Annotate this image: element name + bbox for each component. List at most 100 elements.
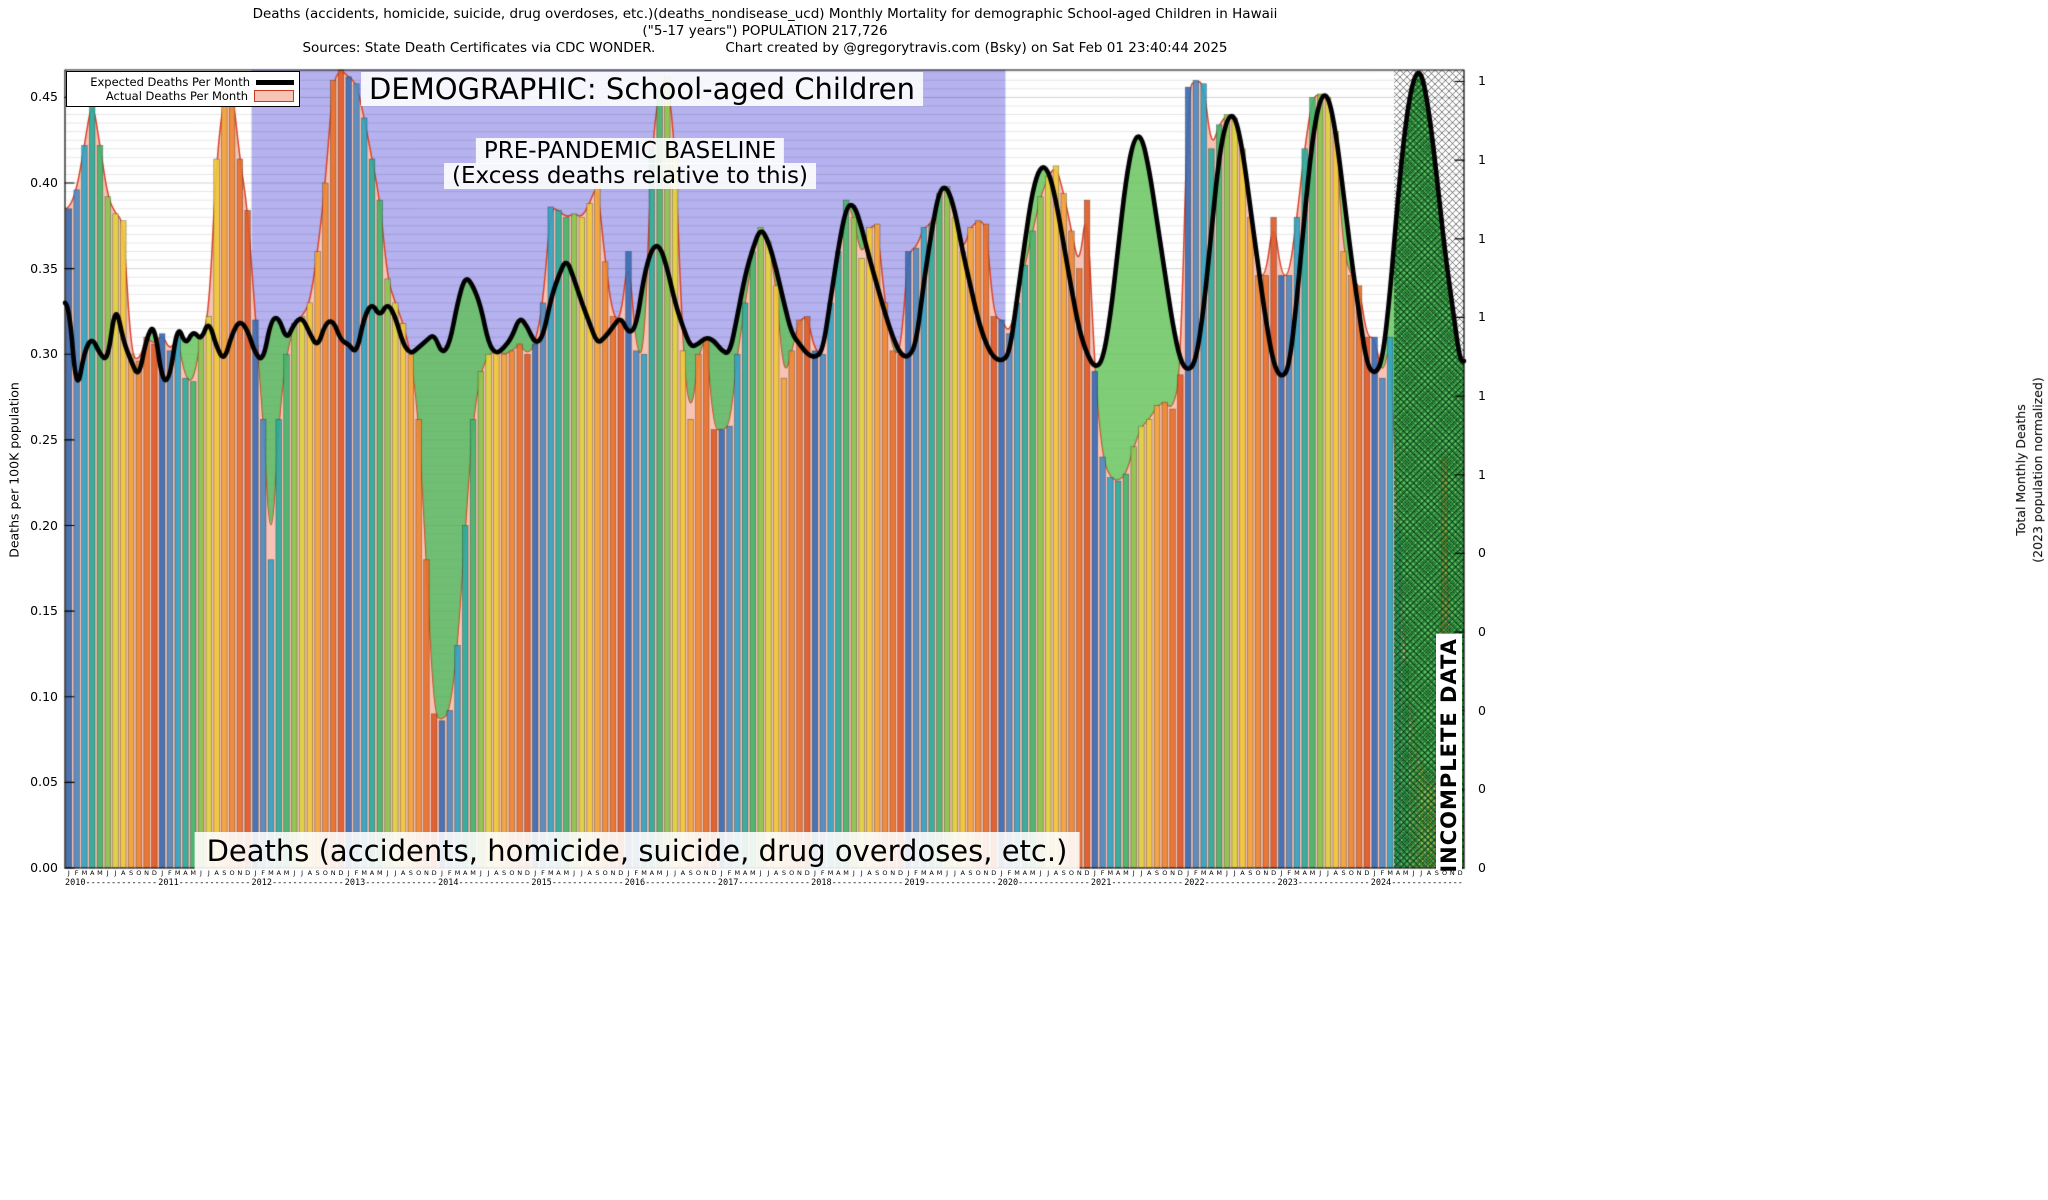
month-tick-label: S bbox=[222, 869, 227, 877]
month-tick-label: M bbox=[734, 869, 741, 877]
month-tick-label: O bbox=[1068, 869, 1075, 877]
month-tick-label: O bbox=[882, 869, 888, 877]
month-tick-label: M bbox=[656, 869, 663, 877]
month-tick-label: S bbox=[1248, 869, 1253, 877]
month-tick-label: S bbox=[502, 869, 507, 877]
month-tick-label: F bbox=[634, 869, 639, 877]
month-tick-label: A bbox=[89, 869, 95, 877]
month-tick-label: J bbox=[1140, 869, 1143, 877]
year-tick-label: 2018-------------------------- bbox=[811, 878, 904, 888]
month-tick-label: J bbox=[1132, 869, 1135, 877]
month-tick-label: D bbox=[1271, 869, 1277, 877]
year-tick-label: 2024-------------------------- bbox=[1370, 878, 1464, 888]
y2-tick-label: 1 bbox=[1478, 309, 1486, 325]
year-tick-label: 2010-------------------------- bbox=[65, 878, 158, 888]
month-tick-label: A bbox=[1395, 869, 1401, 877]
right-axis-title: Total Monthly Deaths (2023 population no… bbox=[2013, 377, 2047, 563]
y-tick-label: 0.25 bbox=[30, 431, 58, 447]
year-tick-label: 2012-------------------------- bbox=[251, 878, 345, 888]
month-tick-label: D bbox=[431, 869, 437, 877]
actual-fill-swatch-icon bbox=[254, 90, 294, 102]
y2-tick-label: 1 bbox=[1478, 230, 1486, 246]
month-tick-label: M bbox=[641, 869, 647, 877]
month-tick-label: J bbox=[767, 869, 770, 877]
month-tick-label: J bbox=[1327, 869, 1329, 877]
bottom-cause-label: Deaths (accidents, homicide, suicide, dr… bbox=[194, 832, 1080, 870]
y2-tick-label: 1 bbox=[1478, 152, 1486, 168]
legend: Expected Deaths Per Month Actual Deaths … bbox=[66, 71, 300, 107]
legend-row-expected: Expected Deaths Per Month bbox=[72, 75, 294, 89]
chart-credit-text: Chart created by @gregorytravis.com (Bsk… bbox=[725, 40, 1228, 56]
month-tick-label: A bbox=[587, 869, 592, 877]
month-tick-label: M bbox=[1216, 869, 1222, 877]
month-tick-label: D bbox=[338, 869, 344, 877]
month-tick-label: J bbox=[953, 869, 956, 877]
month-tick-label: M bbox=[81, 869, 88, 877]
month-tick-label: F bbox=[168, 869, 172, 877]
month-tick-label: F bbox=[74, 869, 79, 877]
month-tick-label: S bbox=[315, 869, 320, 877]
month-tick-label: J bbox=[580, 869, 583, 877]
month-tick-label: D bbox=[1084, 869, 1090, 877]
baseline-annotation-line2: (Excess deaths relative to this) bbox=[444, 163, 816, 189]
month-tick-label: O bbox=[509, 869, 515, 877]
month-tick-label: J bbox=[860, 869, 863, 877]
month-tick-label: M bbox=[921, 869, 927, 877]
month-tick-label: J bbox=[759, 869, 762, 877]
month-tick-label: A bbox=[1333, 869, 1338, 877]
month-tick-label: M bbox=[268, 869, 274, 877]
month-tick-label: A bbox=[1146, 869, 1152, 877]
year-tick-label: 2022-------------------------- bbox=[1184, 878, 1277, 888]
month-tick-label: J bbox=[347, 869, 350, 877]
month-tick-label: A bbox=[867, 869, 872, 877]
month-tick-label: J bbox=[394, 869, 397, 877]
month-tick-label: A bbox=[369, 869, 375, 877]
month-tick-label: O bbox=[975, 869, 981, 877]
month-tick-label: M bbox=[1402, 869, 1409, 877]
month-tick-label: N bbox=[797, 869, 802, 877]
month-tick-label: O bbox=[416, 869, 422, 877]
month-tick-label: J bbox=[479, 869, 482, 877]
y2-tick-label: 0 bbox=[1478, 860, 1486, 875]
year-tick-label: 2020-------------------------- bbox=[997, 878, 1091, 888]
month-tick-label: M bbox=[563, 869, 570, 877]
chart-title-line3: Sources: State Death Certificates via CD… bbox=[0, 40, 1530, 56]
month-tick-label: S bbox=[781, 869, 786, 877]
month-tick-label: J bbox=[814, 869, 816, 877]
month-tick-label: S bbox=[875, 869, 880, 877]
month-tick-label: M bbox=[547, 869, 554, 877]
month-tick-label: N bbox=[330, 869, 336, 877]
month-tick-label: O bbox=[1162, 869, 1168, 877]
y-tick-label: 0.10 bbox=[30, 688, 58, 704]
month-tick-label: J bbox=[534, 869, 537, 877]
month-tick-label: M bbox=[97, 869, 103, 877]
month-tick-label: S bbox=[1154, 869, 1160, 877]
month-tick-label: M bbox=[1107, 869, 1114, 877]
month-tick-label: J bbox=[254, 869, 257, 877]
month-tick-label: D bbox=[1364, 869, 1370, 877]
y-tick-label: 0.45 bbox=[30, 89, 58, 105]
month-tick-label: S bbox=[408, 869, 413, 877]
month-tick-label: N bbox=[1356, 869, 1362, 877]
month-tick-label: A bbox=[836, 869, 841, 877]
month-tick-label: J bbox=[293, 869, 296, 877]
month-tick-label: J bbox=[1412, 869, 1415, 877]
month-tick-label: F bbox=[820, 869, 825, 877]
y2-tick-label: 0 bbox=[1478, 702, 1486, 718]
y-tick-label: 0.15 bbox=[30, 603, 58, 619]
month-tick-label: A bbox=[400, 869, 406, 877]
month-tick-label: A bbox=[1022, 869, 1028, 877]
month-tick-label: A bbox=[649, 869, 655, 877]
y2-tick-label: 0 bbox=[1478, 545, 1486, 561]
month-tick-label: N bbox=[423, 869, 429, 877]
legend-row-actual: Actual Deaths Per Month bbox=[72, 89, 294, 103]
month-tick-label: S bbox=[128, 869, 134, 877]
month-tick-label: J bbox=[666, 869, 669, 877]
month-tick-label: F bbox=[541, 869, 545, 877]
month-tick-label: S bbox=[1434, 869, 1439, 877]
month-tick-label: D bbox=[711, 869, 717, 877]
month-tick-label: D bbox=[245, 869, 251, 877]
month-tick-label: F bbox=[354, 869, 359, 877]
